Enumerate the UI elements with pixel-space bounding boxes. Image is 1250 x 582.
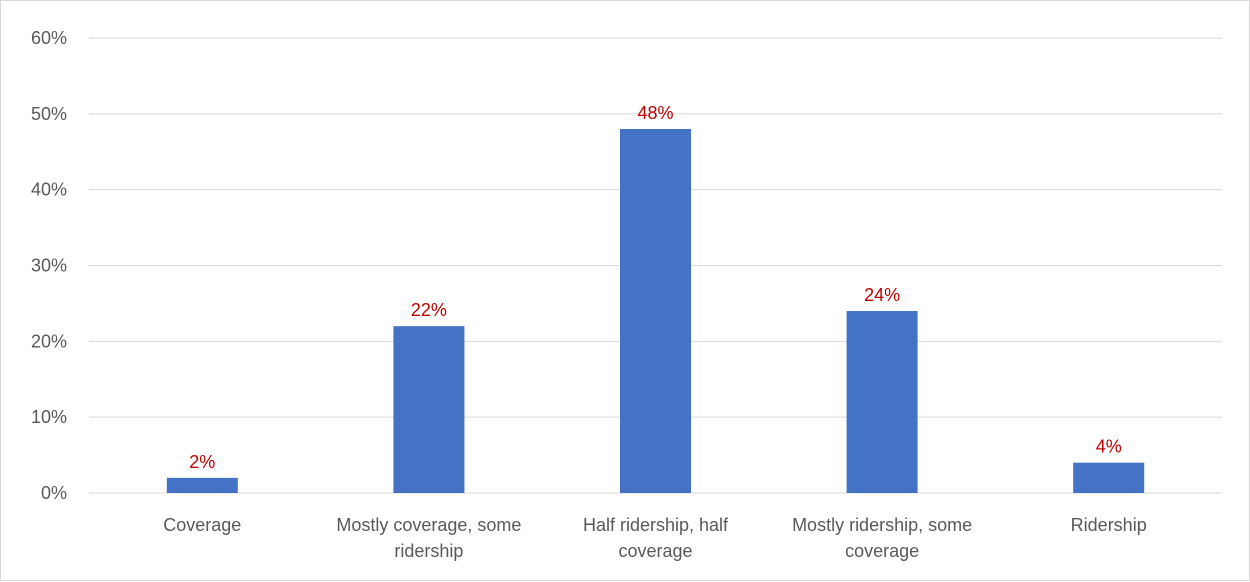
x-category-label-line: Ridership [1071,515,1147,535]
bar [166,477,238,493]
x-category-label-line: Coverage [163,515,241,535]
x-category-label: Half ridership, half coverage [583,515,729,561]
data-label: 24% [864,285,900,305]
bar [620,129,691,493]
x-category-label: Coverage [163,515,241,535]
y-tick-label: 10% [31,407,67,427]
x-category-label-line: Half ridership, half [583,515,729,535]
x-category-label: Mostly coverage, some ridership [336,515,521,561]
y-tick-label: 30% [31,256,67,276]
x-category-label-line: coverage [618,541,692,561]
y-tick-label: 60% [31,28,67,48]
y-tick-label: 40% [31,180,67,200]
y-tick-label: 50% [31,104,67,124]
bar [1073,462,1145,493]
x-category-label-line: Mostly coverage, some [336,515,521,535]
x-category-label-line: coverage [845,541,919,561]
data-label: 2% [189,452,215,472]
data-label: 4% [1096,437,1122,457]
x-category-label-line: ridership [394,541,463,561]
data-label: 22% [411,300,447,320]
x-category-label-line: Mostly ridership, some [792,515,972,535]
data-label: 48% [637,103,673,123]
y-tick-label: 0% [41,483,67,503]
bar [846,311,918,493]
bar [393,326,465,493]
x-category-label: Mostly ridership, some coverage [792,515,972,561]
y-tick-label: 20% [31,331,67,351]
x-category-label: Ridership [1071,515,1147,535]
